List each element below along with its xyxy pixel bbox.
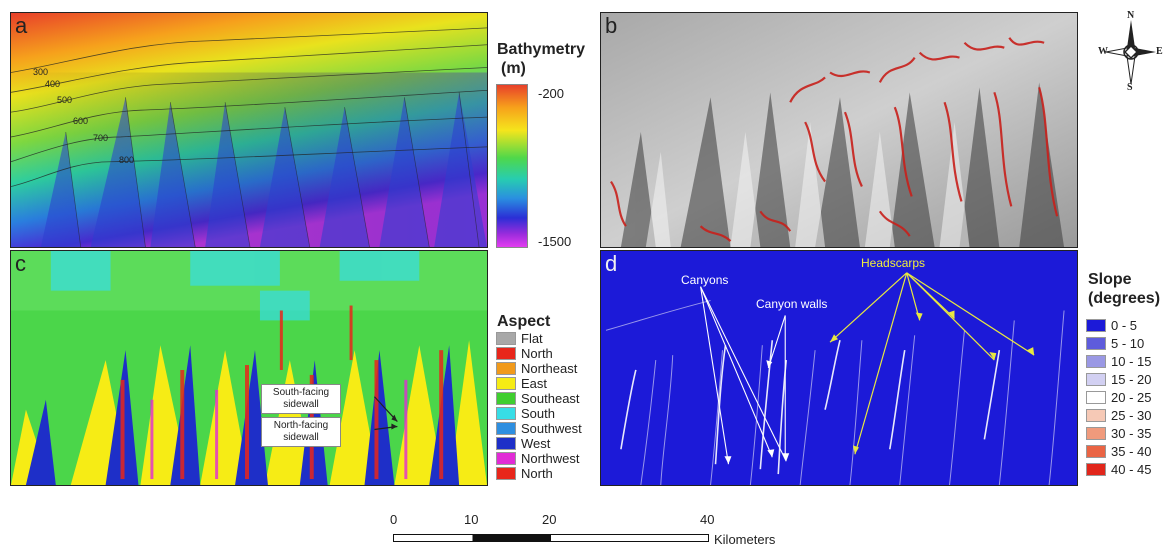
legend-swatch [496, 437, 516, 450]
bathymetry-map-image [11, 13, 487, 247]
legend-swatch [1086, 355, 1106, 368]
legend-label: 40 - 45 [1111, 462, 1152, 477]
contour-label: 500 [57, 95, 73, 105]
compass-east-label: E [1156, 46, 1163, 57]
canyon-walls-annotation: Canyon walls [756, 297, 828, 311]
scale-tick-label: 20 [542, 512, 557, 527]
legend-swatch [496, 347, 516, 360]
legend-label: West [521, 436, 551, 451]
legend-label: Northwest [521, 451, 580, 466]
panel-d-slope-map: d Canyons Canyon walls Headscarps [600, 250, 1078, 486]
legend-label: Southeast [521, 391, 580, 406]
bathymetry-title-line1: Bathymetry [497, 41, 586, 58]
legend-label: 10 - 15 [1111, 354, 1152, 369]
legend-label: South [521, 406, 555, 421]
bathymetry-min-label: -1500 [538, 234, 572, 249]
legend-label: 35 - 40 [1111, 444, 1152, 459]
legend-swatch [496, 452, 516, 465]
panel-b-label: b [605, 13, 618, 38]
panel-b-hillshade-map: b [600, 12, 1078, 248]
legend-swatch [496, 392, 516, 405]
scale-bar: 0 10 20 40 Kilometers [390, 512, 780, 547]
contour-label: 300 [33, 67, 49, 77]
compass-south-label: S [1127, 82, 1133, 93]
aspect-legend-title: Aspect [497, 313, 551, 330]
compass-north-label: N [1127, 10, 1135, 21]
legend-swatch [496, 377, 516, 390]
bathymetry-title-line2: (m) [501, 60, 526, 77]
compass-west-label: W [1098, 46, 1108, 57]
legend-label: 25 - 30 [1111, 408, 1152, 423]
legend-swatch [1086, 445, 1106, 458]
legend-swatch [496, 422, 516, 435]
panel-d-label: d [605, 251, 618, 276]
legend-label: 5 - 10 [1111, 336, 1145, 351]
legend-swatch [1086, 427, 1106, 440]
headscarps-annotation: Headscarps [861, 256, 926, 270]
legend-label: 20 - 25 [1111, 390, 1152, 405]
legend-swatch [1086, 373, 1106, 386]
legend-label: Northeast [521, 361, 578, 376]
legend-swatch [496, 332, 516, 345]
legend-label: 30 - 35 [1111, 426, 1152, 441]
slope-legend: 0 - 5 5 - 10 10 - 15 15 - 20 20 - 25 25 … [1086, 318, 1170, 478]
slope-title-line1: Slope [1088, 271, 1132, 288]
legend-swatch [1086, 337, 1106, 350]
scale-unit-label: Kilometers [714, 532, 776, 547]
south-facing-sidewall-callout: South-facing sidewall [261, 384, 341, 414]
legend-swatch [496, 467, 516, 480]
canyons-annotation: Canyons [681, 273, 729, 287]
legend-label: North [521, 466, 553, 481]
legend-swatch [1086, 409, 1106, 422]
legend-label: Southwest [521, 421, 582, 436]
panel-a-label: a [15, 13, 28, 38]
aspect-map-image [11, 251, 487, 485]
legend-label: 15 - 20 [1111, 372, 1152, 387]
compass-rose: N S W E [1098, 10, 1164, 93]
legend-label: East [521, 376, 548, 391]
slope-legend-title: Slope (degrees) [1088, 270, 1160, 308]
legend-swatch [1086, 463, 1106, 476]
panel-c-aspect-map: c South-facing sidewall North-facing sid… [10, 250, 488, 486]
bathymetry-legend-title: Bathymetry (m) [497, 40, 585, 78]
hillshade-map-image [601, 13, 1077, 247]
legend-label: North [521, 346, 553, 361]
contour-label: 700 [93, 133, 109, 143]
scale-tick-label: 10 [464, 512, 479, 527]
slope-title-line2: (degrees) [1088, 290, 1161, 307]
legend-swatch [496, 362, 516, 375]
north-facing-sidewall-callout: North-facing sidewall [261, 417, 341, 447]
panel-a-bathymetry-map: a 300 400 500 600 700 800 [10, 12, 488, 248]
legend-swatch [1086, 391, 1106, 404]
scale-tick-label: 40 [700, 512, 715, 527]
legend-label: Flat [521, 331, 543, 346]
scale-bar-graphic [393, 534, 709, 542]
legend-label: 0 - 5 [1111, 318, 1138, 333]
legend-swatch [496, 407, 516, 420]
contour-label: 600 [73, 116, 89, 126]
bathymetry-max-label: -200 [538, 86, 565, 101]
scale-tick-label: 0 [390, 512, 398, 527]
aspect-legend: Flat North Northeast East Southeast Sout… [496, 331, 596, 491]
panel-c-label: c [15, 251, 26, 276]
slope-map-image [601, 251, 1077, 485]
bathymetry-color-ramp [496, 84, 528, 248]
legend-swatch [1086, 319, 1106, 332]
contour-label: 800 [119, 155, 135, 165]
contour-label: 400 [45, 79, 61, 89]
compass-icon [1105, 20, 1156, 85]
